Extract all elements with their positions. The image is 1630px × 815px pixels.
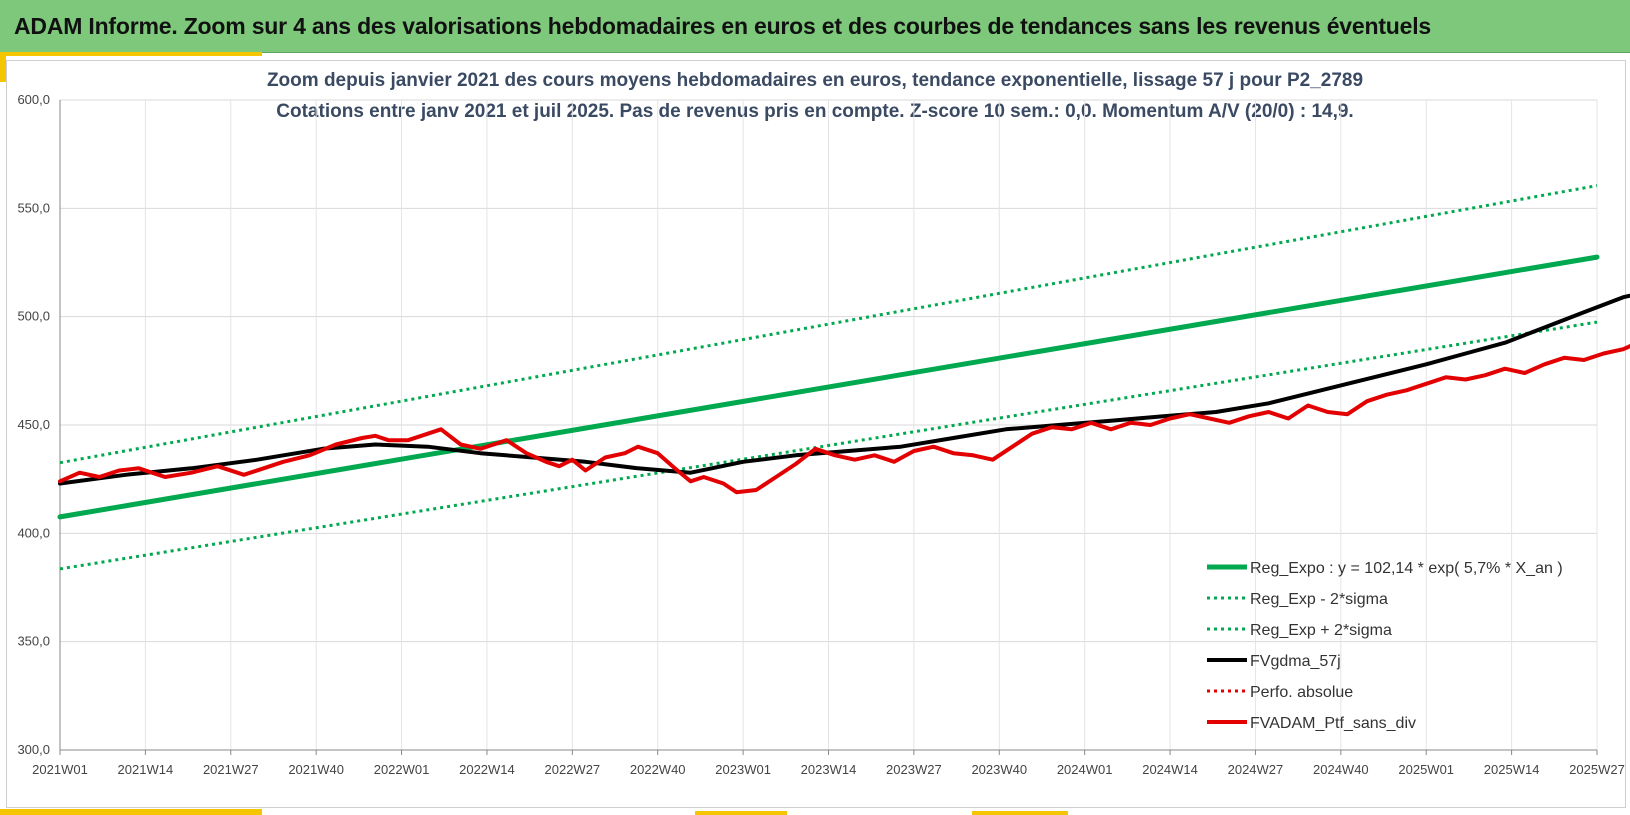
x-tick-label: 2022W14 xyxy=(459,762,515,777)
chart-area-frame xyxy=(6,60,1626,808)
y-tick-label: 500,0 xyxy=(17,309,50,324)
x-tick-label: 2024W01 xyxy=(1057,762,1113,777)
series-line xyxy=(58,344,1630,495)
header-bar: ADAM Informe. Zoom sur 4 ans des valoris… xyxy=(0,0,1630,53)
x-tick-label: 2023W14 xyxy=(801,762,857,777)
accent-stripe xyxy=(0,52,262,56)
x-tick-label: 2022W40 xyxy=(630,762,686,777)
chart-title: Zoom depuis janvier 2021 des cours moyen… xyxy=(266,70,1364,91)
x-tick-label: 2021W14 xyxy=(118,762,174,777)
legend-label: Perfo. absolue xyxy=(1250,684,1353,701)
legend-label: Reg_Exp + 2*sigma xyxy=(1250,622,1392,639)
accent-stripe xyxy=(0,52,6,82)
header-title: ADAM Informe. Zoom sur 4 ans des valoris… xyxy=(14,13,1432,39)
legend-label: FVADAM_Ptf_sans_div xyxy=(1250,715,1416,732)
legend-label: FVgdma_57j xyxy=(1250,653,1341,670)
x-tick-label: 2023W27 xyxy=(886,762,942,777)
series-line xyxy=(57,254,1600,520)
x-tick-label: 2024W27 xyxy=(1228,762,1284,777)
x-tick-label: 2025W27 xyxy=(1569,762,1625,777)
series-line xyxy=(59,320,1598,571)
x-tick-label: 2023W40 xyxy=(971,762,1027,777)
series-line xyxy=(59,184,1598,465)
accent-stripe xyxy=(695,811,787,815)
x-tick-label: 2024W40 xyxy=(1313,762,1369,777)
x-tick-label: 2025W01 xyxy=(1398,762,1454,777)
accent-stripe xyxy=(0,809,262,815)
x-tick-label: 2022W27 xyxy=(545,762,601,777)
series-line xyxy=(58,293,1630,486)
y-tick-label: 400,0 xyxy=(17,525,50,540)
accent-stripe xyxy=(972,811,1068,815)
x-tick-label: 2021W27 xyxy=(203,762,259,777)
x-tick-label: 2021W40 xyxy=(288,762,344,777)
x-tick-label: 2021W01 xyxy=(32,762,88,777)
y-tick-label: 300,0 xyxy=(17,742,50,757)
legend-label: Reg_Expo : y = 102,14 * exp( 5,7% * X_an… xyxy=(1250,560,1563,577)
y-tick-label: 600,0 xyxy=(17,92,50,107)
y-tick-label: 450,0 xyxy=(17,417,50,432)
x-tick-label: 2022W01 xyxy=(374,762,430,777)
x-tick-label: 2023W01 xyxy=(715,762,771,777)
y-tick-label: 350,0 xyxy=(17,634,50,649)
x-tick-label: 2025W14 xyxy=(1484,762,1540,777)
x-tick-label: 2024W14 xyxy=(1142,762,1198,777)
legend-label: Reg_Exp - 2*sigma xyxy=(1250,591,1388,608)
y-tick-label: 550,0 xyxy=(17,200,50,215)
